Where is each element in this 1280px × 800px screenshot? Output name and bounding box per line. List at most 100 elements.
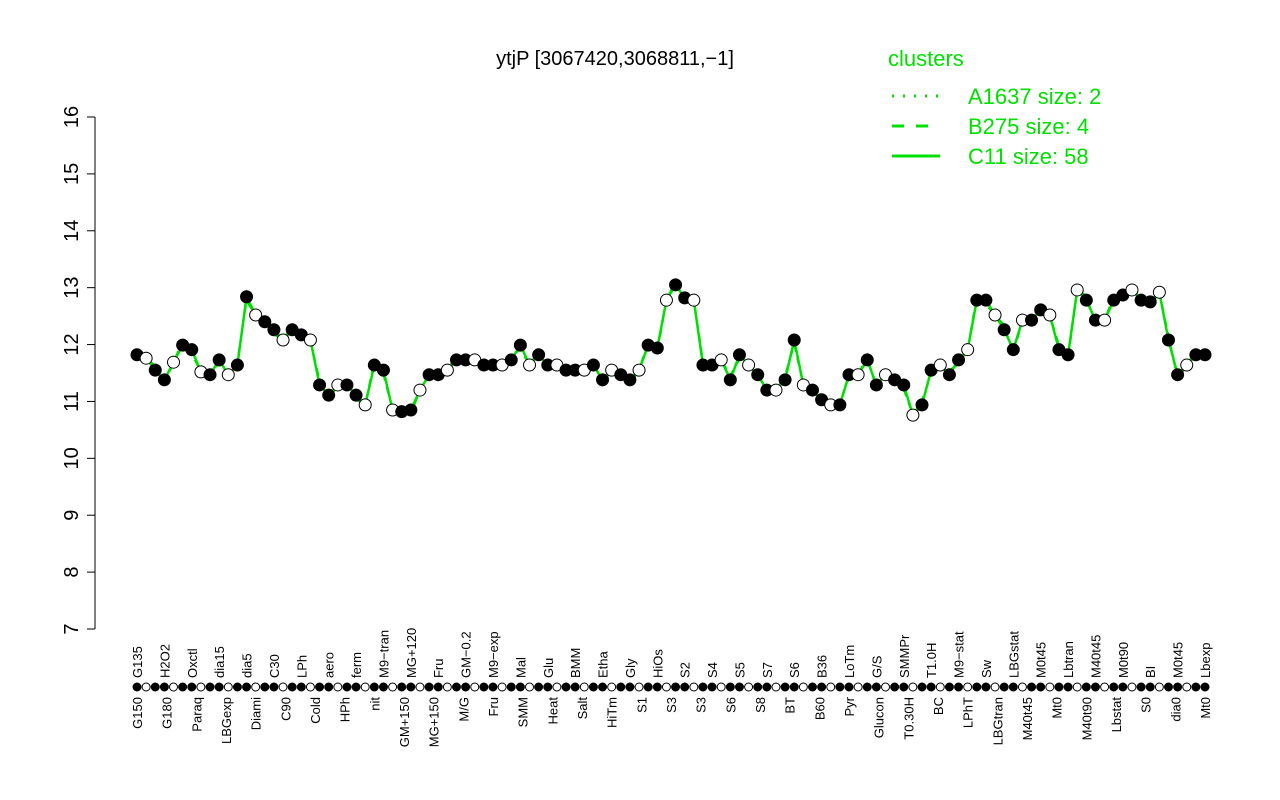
rug-point [269, 682, 279, 692]
rug-point [205, 682, 215, 692]
x-tick-label: Diami [249, 697, 264, 730]
data-point [249, 308, 263, 322]
x-tick-label: HPh [338, 697, 353, 722]
data-point [358, 398, 372, 412]
x-tick-label: Pyr [842, 696, 857, 716]
rug-point [369, 682, 379, 692]
rug-point [1182, 682, 1192, 692]
x-tick-label: Mal [513, 657, 528, 678]
x-tick-label: M40t45 [1088, 635, 1103, 678]
rug-point [1118, 682, 1128, 692]
rug-point [342, 682, 352, 692]
data-point [212, 353, 226, 367]
rug-point [588, 682, 598, 692]
rug-point [242, 682, 252, 692]
rug-point [1045, 682, 1055, 692]
data-point [340, 378, 354, 392]
rug-point [187, 682, 197, 692]
data-point [1171, 368, 1185, 382]
rug-point [807, 682, 817, 692]
rug-point [981, 682, 991, 692]
rug-point [990, 682, 1000, 692]
rug-point [351, 682, 361, 692]
x-tick-label: Paraq [189, 697, 204, 732]
data-point [203, 368, 217, 382]
rug-point [1090, 682, 1100, 692]
rug-point [324, 682, 334, 692]
rug-point [652, 682, 662, 692]
x-tick-label: BC [931, 697, 946, 715]
y-tick-label: 15 [61, 163, 83, 185]
x-tick-label: S0 [1139, 697, 1154, 713]
y-tick-label: 8 [61, 567, 83, 578]
x-tick-label: Lbexp [1198, 643, 1213, 678]
x-tick-label: HiOs [650, 649, 665, 678]
data-point [1098, 313, 1112, 327]
data-point [440, 363, 454, 377]
x-tick-label: dia0 [1168, 697, 1183, 722]
rug-point [424, 682, 434, 692]
data-point [1061, 348, 1075, 362]
rug-point [734, 682, 744, 692]
x-tick-label: S6 [787, 662, 802, 678]
x-tick-label: BI [1143, 666, 1158, 678]
rug-point [817, 682, 827, 692]
x-tick-label: BMM [568, 648, 583, 678]
rug-point [844, 682, 854, 692]
data-point [860, 353, 874, 367]
data-point [1198, 348, 1212, 362]
axes: 7 8 9 10 11 12 13 14 15 16 [61, 106, 96, 635]
x-tick-label: M0t45 [1034, 642, 1049, 678]
data-point [349, 388, 363, 402]
x-tick-label: G180 [160, 697, 175, 729]
rug-point [333, 682, 343, 692]
x-tick-label: aero [322, 652, 337, 678]
data-point [404, 403, 418, 417]
data-point [148, 363, 162, 377]
rug-point [461, 682, 471, 692]
rug-point [1017, 682, 1027, 692]
rug-point [944, 682, 954, 692]
rug-point [451, 682, 461, 692]
rug-point [214, 682, 224, 692]
rug-point [762, 682, 772, 692]
x-tick-label: dia15 [212, 646, 227, 678]
rug-point [771, 682, 781, 692]
x-tick-label: SMMPr [897, 634, 912, 678]
x-tick-label: B36 [815, 655, 830, 678]
y-tick-label: 10 [61, 447, 83, 469]
rug-point [305, 682, 315, 692]
rug-point [506, 682, 516, 692]
x-tick-label: Fru [486, 697, 501, 717]
x-tick-label: Etha [596, 650, 611, 678]
rug-point [1200, 682, 1210, 692]
data-point [961, 343, 975, 357]
data-point [322, 388, 336, 402]
data-point [723, 373, 737, 387]
x-tick-label: S5 [732, 662, 747, 678]
rug-point [634, 682, 644, 692]
rug-point [1191, 682, 1201, 692]
x-tick-label: SMM [516, 697, 531, 727]
rug-point [415, 682, 425, 692]
data-point [267, 323, 281, 337]
x-tick-label: LoTm [842, 645, 857, 678]
rug-point [1145, 682, 1155, 692]
y-tick-label: 12 [61, 333, 83, 355]
x-tick-label: S7 [760, 662, 775, 678]
x-tick-label: ferm [349, 652, 364, 678]
rug-point [643, 682, 653, 692]
rug-point [552, 682, 562, 692]
x-tick-label: Lbtran [1061, 641, 1076, 678]
rug-point [196, 682, 206, 692]
x-tick-label: M40t90 [1079, 697, 1094, 740]
x-tick-label: C90 [278, 697, 293, 721]
x-tick-label: M40t45 [1020, 697, 1035, 740]
rug-point [1027, 682, 1037, 692]
rug-point [1154, 682, 1164, 692]
rug-point [497, 682, 507, 692]
data-point [1143, 295, 1157, 309]
data-point [952, 353, 966, 367]
rug-point [570, 682, 580, 692]
x-tick-label: G/S [869, 655, 884, 678]
